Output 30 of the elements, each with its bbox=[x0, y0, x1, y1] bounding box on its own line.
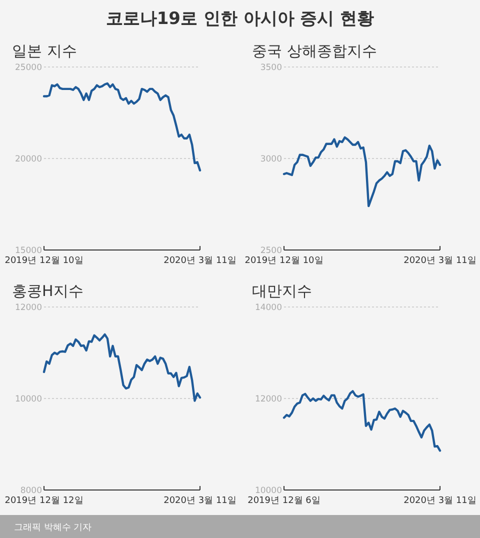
y-tick-label: 10000 bbox=[254, 486, 282, 496]
chart-title: 홍콩H지수 bbox=[12, 282, 84, 300]
x-tick-label: 2019년 12월 10일 bbox=[4, 256, 84, 266]
text: 그래픽 박혜수 기자 bbox=[14, 523, 92, 533]
y-tick-label: 3500 bbox=[260, 63, 282, 73]
chart-title: 일본 지수 bbox=[12, 42, 77, 60]
y-tick-label: 20000 bbox=[14, 154, 42, 164]
y-tick-label: 12000 bbox=[254, 394, 282, 404]
line-series bbox=[42, 333, 202, 402]
y-tick-label: 15000 bbox=[14, 246, 42, 256]
x-tick-label: 2020년 3월 11일 bbox=[404, 256, 476, 266]
chart-title: 대만지수 bbox=[252, 282, 312, 300]
x-tick-label: 2019년 12월 10일 bbox=[244, 256, 324, 266]
y-tick-label: 8000 bbox=[20, 486, 42, 496]
y-tick-label: 25000 bbox=[14, 63, 42, 73]
x-tick-label: 2020년 3월 11일 bbox=[164, 256, 236, 266]
x-tick-label: 2019년 12월 12일 bbox=[4, 496, 84, 506]
line-series bbox=[282, 136, 442, 208]
y-tick-label: 14000 bbox=[254, 303, 282, 313]
y-tick-label: 12000 bbox=[14, 303, 42, 313]
line-series bbox=[42, 82, 202, 172]
y-tick-label: 3000 bbox=[260, 154, 282, 164]
text: 코로나19로 인한 아시아 증시 현황 bbox=[106, 9, 374, 29]
y-tick-label: 10000 bbox=[14, 394, 42, 404]
x-tick-label: 2020년 3월 11일 bbox=[164, 496, 236, 506]
y-tick-label: 2500 bbox=[260, 246, 282, 256]
line-series bbox=[282, 390, 442, 452]
x-tick-label: 2019년 12월 6일 bbox=[248, 496, 320, 506]
chart-title: 중국 상해종합지수 bbox=[252, 42, 377, 60]
x-tick-label: 2020년 3월 11일 bbox=[404, 496, 476, 506]
